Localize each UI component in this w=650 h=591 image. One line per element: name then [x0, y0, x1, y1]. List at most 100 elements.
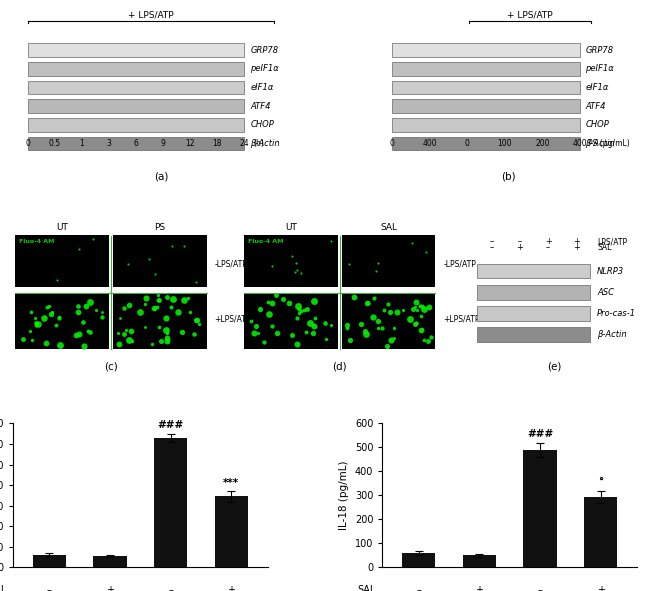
Text: SAL: SAL — [0, 584, 7, 591]
Text: +: + — [597, 584, 604, 591]
Text: 200: 200 — [536, 139, 550, 148]
Text: NLRP3: NLRP3 — [597, 267, 624, 275]
Bar — [28, 118, 244, 132]
Bar — [392, 137, 580, 150]
Text: -LPS/ATP: -LPS/ATP — [443, 259, 476, 268]
Text: 100: 100 — [498, 139, 512, 148]
Text: +: + — [516, 243, 523, 252]
Text: ###: ### — [157, 420, 184, 430]
Bar — [28, 62, 244, 76]
Text: +: + — [475, 584, 484, 591]
Bar — [392, 81, 580, 94]
Text: 18: 18 — [213, 139, 222, 148]
Text: ASC: ASC — [597, 288, 614, 297]
Text: –: – — [489, 243, 494, 252]
Text: UT: UT — [285, 223, 297, 232]
Text: PS: PS — [154, 223, 165, 232]
Text: -LPS/ATP: -LPS/ATP — [214, 259, 247, 268]
Text: β-Actin: β-Actin — [250, 139, 280, 148]
Text: UT: UT — [56, 223, 68, 232]
Text: +: + — [573, 243, 580, 252]
Text: +LPS/ATP: +LPS/ATP — [214, 314, 251, 323]
Text: CHOP: CHOP — [250, 121, 274, 129]
Bar — [244, 293, 338, 349]
Bar — [584, 496, 618, 567]
Text: eIF1α: eIF1α — [250, 83, 274, 92]
Bar — [32, 555, 66, 567]
Text: SAL: SAL — [597, 243, 612, 252]
Bar — [392, 118, 580, 132]
Text: Fluo-4 AM: Fluo-4 AM — [248, 239, 283, 243]
Bar — [15, 235, 109, 287]
Text: –: – — [168, 584, 173, 591]
Text: +: + — [545, 237, 552, 246]
Text: 0: 0 — [465, 139, 470, 148]
Text: +: + — [227, 584, 235, 591]
Text: 6: 6 — [134, 139, 138, 148]
Bar — [478, 264, 590, 278]
Text: SAL: SAL — [380, 223, 397, 232]
Text: ***: *** — [223, 478, 239, 488]
Bar — [214, 496, 248, 567]
Text: (e): (e) — [547, 361, 561, 371]
Text: Pro-cas-1: Pro-cas-1 — [597, 309, 636, 318]
Text: eIF1α: eIF1α — [586, 83, 609, 92]
Text: +: + — [573, 237, 580, 246]
Text: 0.5: 0.5 — [49, 139, 61, 148]
Bar — [28, 43, 244, 57]
Text: + LPS/ATP: + LPS/ATP — [128, 11, 174, 20]
Text: +: + — [106, 584, 114, 591]
Text: 0: 0 — [25, 139, 31, 148]
Text: (c): (c) — [104, 361, 118, 371]
Text: –: – — [518, 237, 522, 246]
Text: 12: 12 — [185, 139, 195, 148]
Bar — [28, 81, 244, 94]
Bar — [28, 99, 244, 113]
Text: + LPS/ATP: + LPS/ATP — [507, 11, 552, 20]
Bar — [112, 293, 207, 349]
Bar — [112, 235, 207, 287]
Bar — [94, 556, 127, 567]
Bar — [392, 99, 580, 113]
Text: (h): (h) — [254, 139, 264, 148]
Bar — [28, 137, 244, 150]
Bar — [154, 438, 187, 567]
Bar — [478, 327, 590, 342]
Text: Fluo-4 AM: Fluo-4 AM — [19, 239, 55, 243]
Text: –: – — [538, 584, 542, 591]
Bar — [342, 293, 436, 349]
Text: (b): (b) — [500, 171, 515, 181]
Text: –: – — [546, 243, 551, 252]
Text: GRP78: GRP78 — [586, 46, 614, 54]
Text: β-Actin: β-Actin — [586, 139, 615, 148]
Bar — [402, 553, 436, 567]
Text: –: – — [47, 584, 52, 591]
Text: 1: 1 — [79, 139, 84, 148]
Text: 400: 400 — [422, 139, 437, 148]
Bar — [392, 43, 580, 57]
Text: 3: 3 — [107, 139, 112, 148]
Text: (a): (a) — [154, 171, 168, 181]
Text: –: – — [489, 237, 494, 246]
Text: ATF4: ATF4 — [586, 102, 606, 111]
Bar — [523, 450, 556, 567]
Text: ATF4: ATF4 — [250, 102, 271, 111]
Text: peIF1α: peIF1α — [250, 64, 279, 73]
Bar — [244, 235, 338, 287]
Text: 0: 0 — [389, 139, 395, 148]
Text: (d): (d) — [332, 361, 347, 371]
Bar — [15, 293, 109, 349]
Text: β-Actin: β-Actin — [597, 330, 627, 339]
Bar — [478, 285, 590, 300]
Bar — [392, 62, 580, 76]
Bar — [478, 306, 590, 321]
Text: 24: 24 — [240, 139, 249, 148]
Bar — [463, 556, 496, 567]
Y-axis label: IL-18 (pg/mL): IL-18 (pg/mL) — [339, 460, 349, 530]
Text: –: – — [416, 584, 421, 591]
Text: LPS/ATP: LPS/ATP — [597, 237, 627, 246]
Text: SAL: SAL — [358, 584, 376, 591]
Text: PS (μg/mL): PS (μg/mL) — [588, 139, 630, 148]
Text: GRP78: GRP78 — [250, 46, 278, 54]
Text: ###: ### — [527, 429, 553, 439]
